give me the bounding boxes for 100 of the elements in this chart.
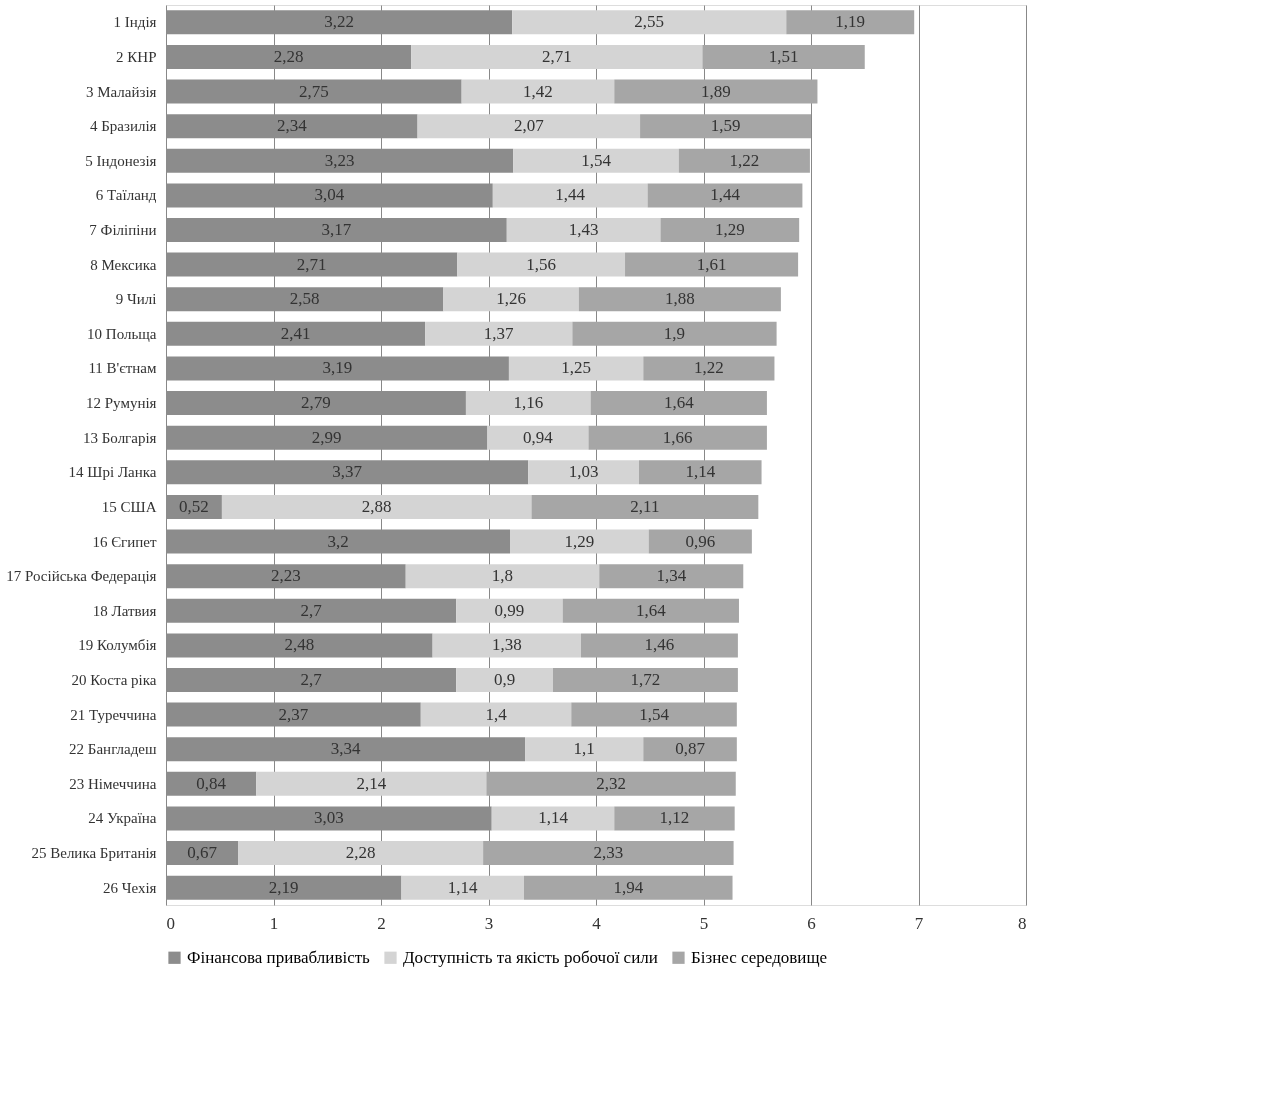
bar bbox=[432, 633, 581, 658]
y-tick-label: 6 Таїланд bbox=[95, 187, 157, 204]
data-label: 1,59 bbox=[710, 116, 741, 136]
data-label: 2,37 bbox=[278, 704, 309, 724]
data-label: 2,58 bbox=[289, 289, 320, 309]
legend-label: Фінансова привабливість bbox=[187, 947, 371, 967]
bar bbox=[640, 114, 811, 139]
data-label: 1,12 bbox=[659, 808, 690, 828]
data-label: 0,52 bbox=[179, 496, 209, 516]
y-tick-label: 17 Російська Федерація bbox=[6, 568, 157, 585]
data-label: 1,43 bbox=[568, 220, 599, 239]
data-label: 0,84 bbox=[196, 773, 227, 793]
data-label: 2,28 bbox=[273, 46, 304, 66]
bar bbox=[425, 321, 573, 346]
x-tick-label: 3 bbox=[484, 913, 494, 933]
y-tick-label: 4 Бразилія bbox=[89, 118, 157, 135]
data-label: 1,34 bbox=[656, 566, 687, 586]
x-tick-label: 0 bbox=[166, 913, 175, 933]
data-label: 1,29 bbox=[564, 531, 595, 551]
data-label: 1,22 bbox=[729, 150, 760, 170]
bar bbox=[660, 218, 800, 242]
y-tick-label: 24 Україна bbox=[88, 810, 157, 827]
data-label: 0,87 bbox=[675, 739, 706, 759]
bar bbox=[483, 841, 734, 866]
data-label: 2,33 bbox=[593, 843, 624, 863]
bar bbox=[580, 633, 738, 658]
bar bbox=[456, 668, 553, 692]
bar bbox=[647, 183, 803, 208]
y-tick-label: 9 Чилі bbox=[115, 291, 157, 308]
data-label: 1,61 bbox=[696, 254, 727, 274]
data-label: 0,99 bbox=[494, 600, 525, 620]
data-label: 1,22 bbox=[694, 358, 724, 378]
data-label: 3,17 bbox=[321, 220, 352, 239]
data-label: 2,07 bbox=[513, 116, 545, 136]
data-label: 1,16 bbox=[513, 393, 544, 413]
x-tick-label: 6 bbox=[807, 913, 816, 933]
data-label: 3,22 bbox=[324, 12, 354, 32]
bar bbox=[492, 183, 648, 208]
y-tick-label: 26 Чехія bbox=[102, 879, 157, 896]
data-label: 1,14 bbox=[685, 462, 716, 482]
data-label: 2,7 bbox=[300, 670, 323, 689]
data-label: 1,64 bbox=[663, 393, 695, 413]
bar bbox=[491, 806, 615, 831]
data-label: 2,32 bbox=[596, 773, 626, 793]
data-label: 2,71 bbox=[541, 46, 572, 66]
y-tick-label: 18 Латвия bbox=[92, 602, 157, 619]
bar bbox=[643, 737, 737, 762]
bar bbox=[678, 148, 810, 173]
data-label: 2,23 bbox=[270, 566, 301, 586]
bar bbox=[786, 10, 915, 35]
data-label: 1,03 bbox=[568, 462, 599, 482]
data-label: 2,28 bbox=[345, 843, 376, 863]
y-tick-label: 7 Філіпіни bbox=[89, 222, 157, 238]
bar bbox=[513, 148, 679, 173]
data-label: 2,55 bbox=[634, 12, 665, 32]
bar bbox=[562, 598, 739, 623]
bar bbox=[487, 425, 589, 450]
x-tick-label: 5 bbox=[699, 913, 709, 933]
x-tick-label: 8 bbox=[1018, 913, 1027, 933]
data-label: 1,4 bbox=[485, 704, 508, 724]
bar bbox=[525, 737, 644, 762]
data-label: 1,19 bbox=[835, 12, 866, 32]
bar bbox=[614, 79, 818, 104]
data-label: 1,38 bbox=[491, 635, 522, 655]
data-label: 1,14 bbox=[447, 877, 479, 897]
data-label: 1,26 bbox=[496, 289, 526, 309]
data-label: 3,37 bbox=[332, 462, 363, 482]
x-tick-label: 7 bbox=[914, 913, 924, 933]
data-label: 1,89 bbox=[700, 81, 731, 101]
legend-label: Доступність та якість робочої сили bbox=[403, 947, 658, 967]
y-tick-label: 11 В'єтнам bbox=[88, 360, 157, 377]
y-tick-label: 19 Колумбія bbox=[78, 637, 157, 654]
bar bbox=[486, 771, 736, 796]
data-label: 3,03 bbox=[313, 808, 344, 828]
data-label: 1,29 bbox=[714, 220, 745, 239]
legend-label: Бізнес середовище bbox=[691, 947, 828, 967]
bar bbox=[221, 494, 532, 519]
x-tick-label: 2 bbox=[377, 913, 386, 933]
data-label: 1,44 bbox=[710, 185, 741, 205]
bar bbox=[238, 841, 484, 866]
bar bbox=[599, 564, 744, 589]
bar bbox=[405, 564, 600, 589]
data-label: 1,44 bbox=[555, 185, 586, 205]
y-tick-label: 22 Бангладеш bbox=[69, 741, 157, 758]
data-label: 3,34 bbox=[330, 739, 361, 759]
y-tick-label: 10 Польща bbox=[87, 325, 157, 342]
bar bbox=[643, 356, 775, 381]
data-label: 1,64 bbox=[635, 600, 667, 620]
y-tick-label: 12 Румунія bbox=[86, 395, 157, 412]
data-label: 1,25 bbox=[561, 358, 591, 378]
bar bbox=[590, 391, 767, 416]
data-label: 1,37 bbox=[483, 323, 515, 343]
data-label: 2,41 bbox=[280, 323, 311, 343]
data-label: 1,1 bbox=[573, 739, 595, 759]
y-tick-label: 20 Коста ріка bbox=[71, 672, 157, 688]
bar bbox=[417, 114, 641, 139]
bar bbox=[625, 252, 799, 277]
data-label: 2,79 bbox=[301, 393, 331, 413]
bar bbox=[512, 10, 787, 35]
bar bbox=[506, 218, 661, 242]
